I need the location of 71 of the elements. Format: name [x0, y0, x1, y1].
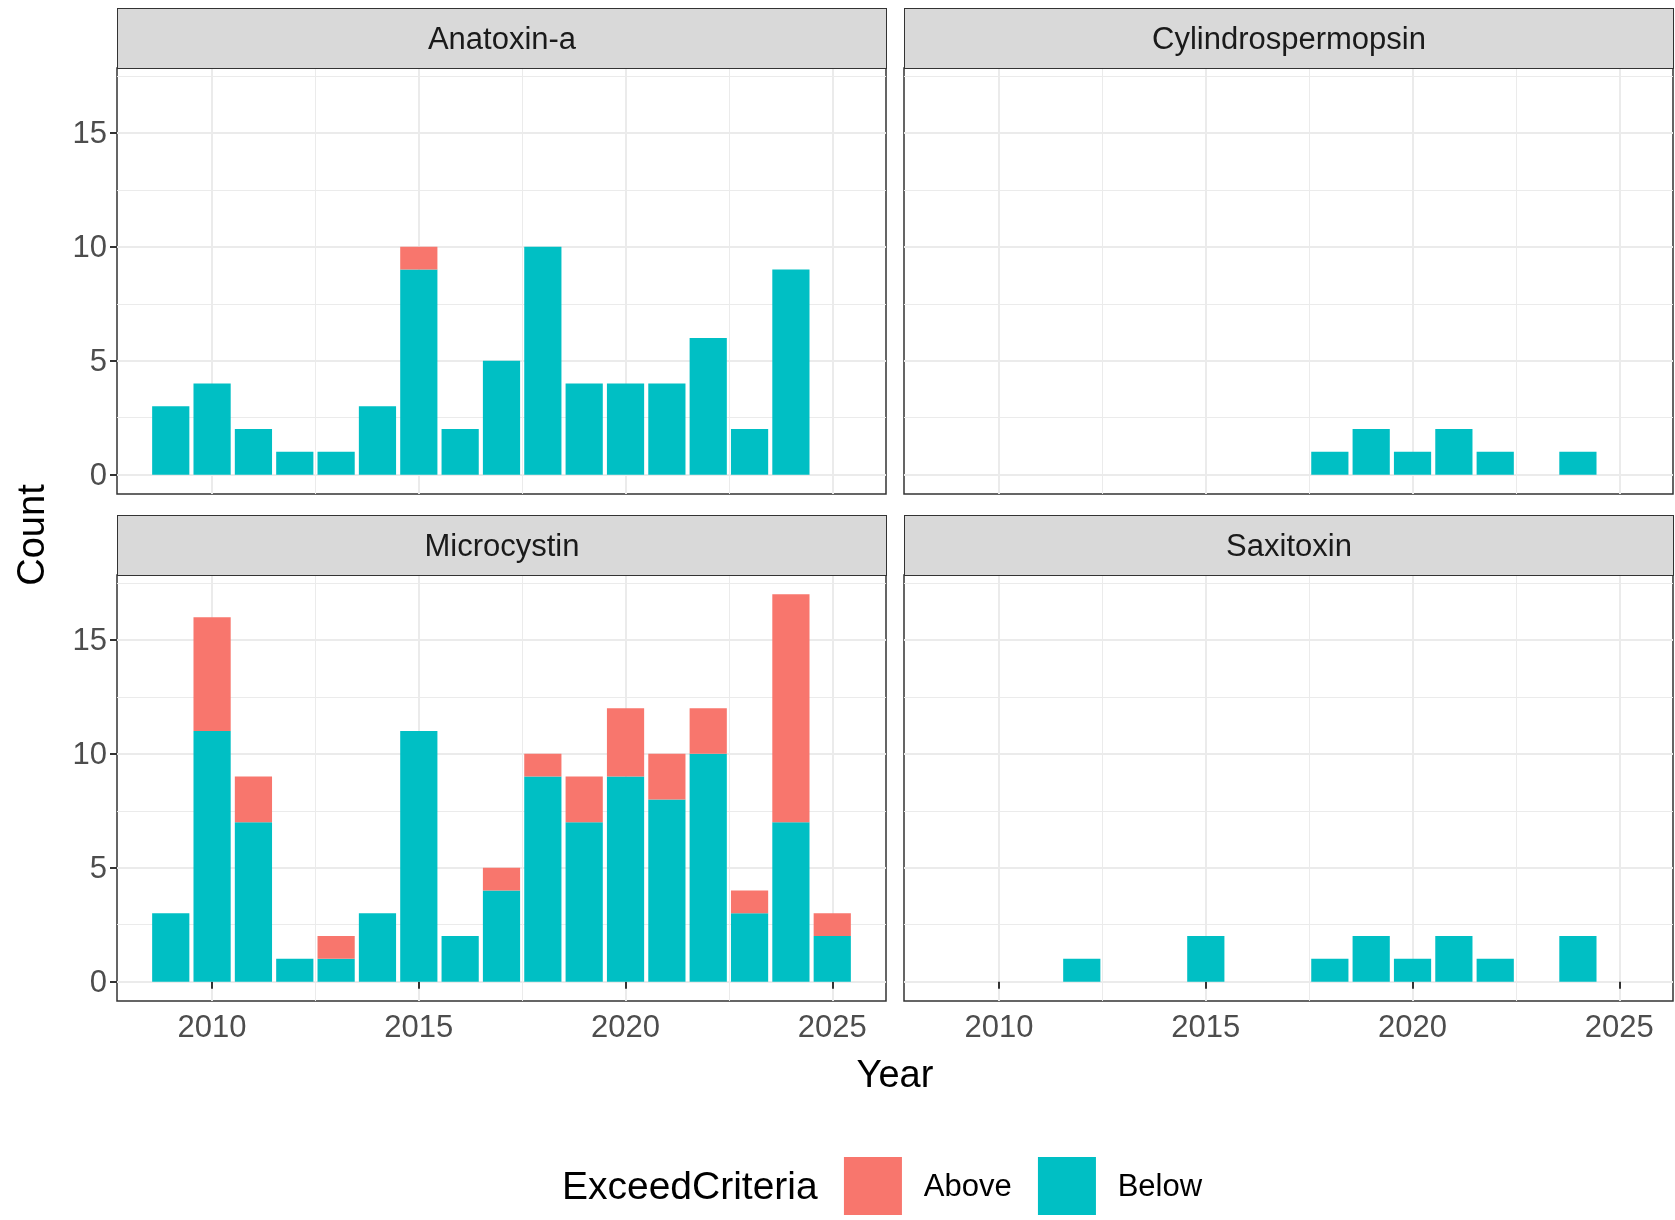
bar: [358, 406, 397, 475]
bar: [730, 890, 769, 914]
bar: [565, 776, 603, 823]
bar: [400, 731, 438, 982]
y-tick-label: 15: [72, 622, 107, 658]
x-tick-label: 2020: [591, 1009, 661, 1044]
bar: [234, 822, 273, 982]
x-tick-label: 2025: [1584, 1009, 1654, 1044]
legend-label: Below: [1117, 1168, 1203, 1204]
bar: [689, 708, 727, 754]
bar: [276, 451, 314, 475]
bar: [441, 936, 479, 982]
bar: [565, 383, 603, 475]
x-tick-label: 2020: [1378, 1009, 1448, 1044]
bar: [772, 269, 810, 475]
y-tick-label: 10: [72, 736, 107, 772]
chart-title: Cylindrospermopsin: [1152, 20, 1426, 57]
bar: [606, 776, 645, 982]
bar: [193, 731, 231, 982]
bar: [441, 429, 479, 475]
bar: [193, 383, 231, 475]
bar: [648, 383, 686, 475]
x-tick-label: 2025: [797, 1009, 867, 1044]
bar: [234, 776, 273, 823]
bar: [565, 822, 603, 982]
bar: [772, 594, 810, 823]
bar: [482, 360, 521, 475]
bar: [317, 958, 355, 982]
bar: [358, 913, 397, 982]
bar: [648, 799, 686, 982]
legend-title: ExceedCriteria: [561, 1164, 818, 1208]
y-tick-label: 0: [89, 457, 107, 493]
bar: [317, 451, 355, 475]
bar: [606, 708, 645, 777]
bar: [730, 429, 769, 475]
bar: [234, 429, 273, 475]
x-tick-label: 2010: [964, 1009, 1034, 1044]
bar: [689, 753, 727, 982]
bar: [400, 246, 438, 270]
bar: [689, 337, 727, 475]
y-tick-label: 5: [89, 343, 107, 379]
chart-title: Microcystin: [424, 527, 580, 564]
legend-label: Above: [923, 1168, 1012, 1204]
bar: [524, 753, 562, 777]
bar: [813, 913, 851, 937]
bar: [400, 269, 438, 475]
y-tick-label: 0: [89, 964, 107, 1000]
bar: [317, 936, 355, 959]
x-tick-label: 2010: [177, 1009, 247, 1044]
bar: [482, 867, 521, 891]
chart-title: Saxitoxin: [1226, 527, 1352, 564]
y-tick-label: 5: [89, 850, 107, 886]
bar: [772, 822, 810, 982]
bar: [524, 776, 562, 982]
chart-title: Anatoxin-a: [427, 20, 577, 57]
y-tick-label: 15: [72, 115, 107, 151]
bar: [813, 936, 851, 982]
x-tick-label: 2015: [1171, 1009, 1241, 1044]
bar: [524, 246, 562, 475]
bar: [648, 753, 686, 800]
bar: [482, 890, 521, 982]
bar: [730, 913, 769, 982]
bar: [152, 406, 190, 475]
bar: [276, 958, 314, 982]
bar: [193, 617, 231, 732]
x-tick-label: 2015: [384, 1009, 454, 1044]
bar: [606, 383, 645, 475]
y-axis-title: Count: [10, 483, 52, 586]
y-tick-label: 10: [72, 229, 107, 265]
bar: [152, 913, 190, 982]
x-axis-title: Year: [856, 1053, 934, 1095]
